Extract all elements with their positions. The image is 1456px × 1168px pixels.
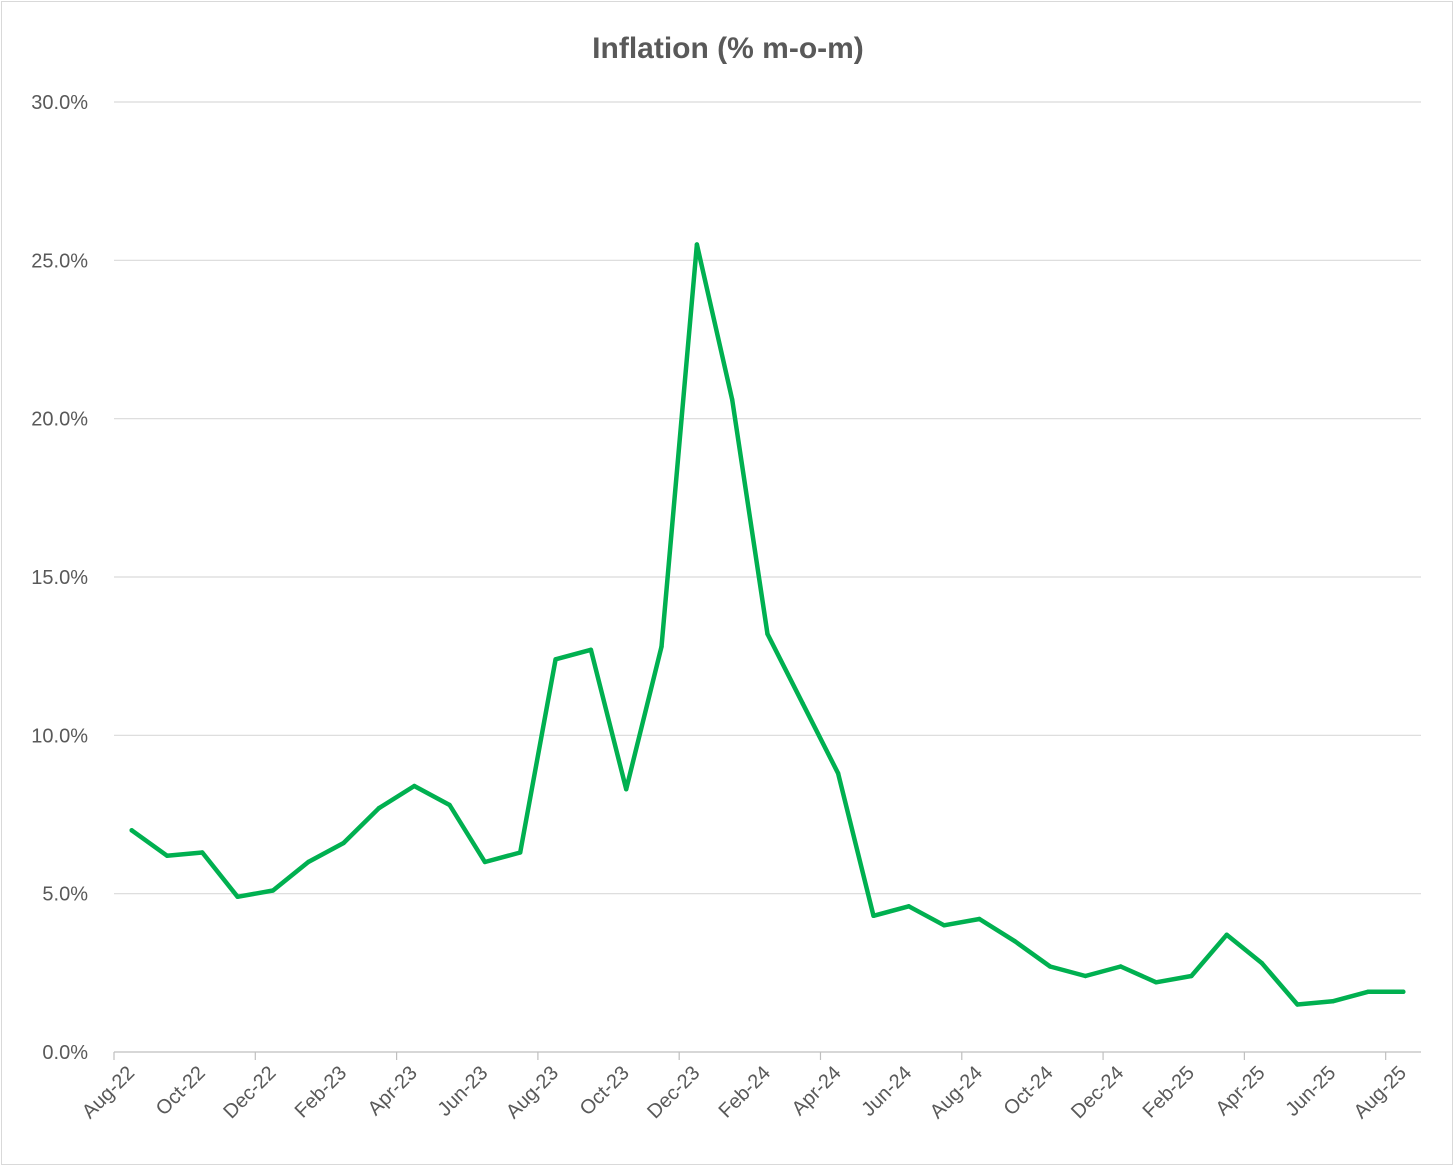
x-tick-label: Aug-25	[1350, 1062, 1411, 1123]
x-tick-label: Oct-24	[1000, 1062, 1058, 1120]
data-point	[1118, 964, 1123, 969]
x-tick-label: Apr-25	[1212, 1062, 1270, 1120]
data-point	[1083, 973, 1088, 979]
data-point	[659, 644, 664, 649]
data-point	[1189, 973, 1194, 979]
data-point	[412, 783, 417, 789]
data-point	[164, 853, 170, 858]
y-tick-label: 10.0%	[31, 725, 88, 747]
data-point	[1259, 961, 1265, 966]
data-point	[129, 828, 134, 833]
y-tick-label: 0.0%	[42, 1042, 88, 1064]
x-tick-label: Aug-23	[502, 1062, 563, 1123]
data-point	[200, 850, 205, 855]
x-tick-label: Feb-23	[291, 1062, 351, 1122]
data-point	[1153, 980, 1159, 985]
data-point	[270, 888, 276, 893]
y-tick-label: 5.0%	[42, 884, 88, 906]
data-point	[977, 916, 982, 922]
data-point	[553, 657, 558, 662]
data-point	[624, 787, 629, 792]
data-point	[1224, 932, 1229, 937]
data-point	[1365, 989, 1371, 994]
x-tick-label: Aug-24	[926, 1062, 987, 1123]
data-point	[588, 647, 594, 652]
x-tick-label: Apr-24	[788, 1062, 846, 1120]
data-point	[730, 397, 735, 402]
data-point	[376, 806, 382, 811]
series-layer	[129, 242, 1406, 1007]
data-point	[341, 840, 346, 846]
data-point	[1295, 1002, 1300, 1007]
data-point	[306, 859, 311, 865]
x-tick-label: Feb-25	[1139, 1062, 1199, 1122]
x-tick-label: Jun-24	[858, 1062, 917, 1121]
data-point	[941, 923, 947, 928]
x-tick-label: Dec-23	[643, 1062, 704, 1123]
y-tick-label: 30.0%	[31, 92, 88, 114]
data-point	[235, 894, 240, 899]
data-point	[906, 904, 911, 909]
x-tick-label: Jun-23	[434, 1062, 493, 1121]
y-axis-labels: 0.0% 5.0% 10.0% 15.0% 20.0% 25.0% 30.0%	[31, 92, 88, 1064]
data-point	[800, 701, 805, 706]
gridlines	[114, 101, 1421, 895]
chart-title: Inflation (% m-o-m)	[592, 32, 864, 65]
x-tick-label: Apr-23	[364, 1062, 422, 1120]
data-point	[1047, 964, 1053, 969]
data-point	[1330, 999, 1335, 1004]
x-tick-label: Dec-22	[219, 1062, 280, 1123]
y-tick-label: 15.0%	[31, 567, 88, 589]
data-point	[835, 771, 841, 776]
x-tick-label: Jun-25	[1281, 1062, 1340, 1121]
data-point	[1401, 989, 1406, 994]
x-tick-label: Aug-22	[78, 1062, 139, 1123]
x-tick-label: Dec-24	[1067, 1062, 1128, 1123]
data-point	[447, 802, 452, 808]
data-point	[1012, 939, 1017, 944]
data-point	[765, 631, 770, 637]
data-point	[482, 859, 488, 865]
x-axis: Aug-22 Oct-22 Dec-22 Feb-23 Apr-23 Jun-23 Aug-…	[78, 1051, 1421, 1123]
data-point	[518, 850, 523, 855]
y-tick-label: 20.0%	[31, 409, 88, 431]
x-tick-label: Oct-22	[152, 1062, 210, 1120]
x-tick-label: Feb-24	[715, 1062, 775, 1122]
series-line	[129, 242, 1406, 1007]
y-tick-label: 25.0%	[31, 250, 88, 272]
data-point	[694, 242, 700, 247]
data-point	[871, 913, 876, 918]
x-tick-label: Oct-23	[576, 1062, 634, 1120]
